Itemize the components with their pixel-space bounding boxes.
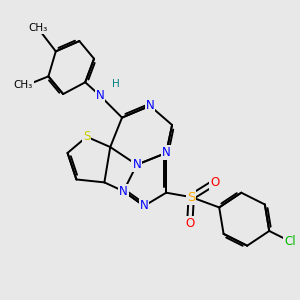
Text: Cl: Cl (284, 235, 296, 248)
Text: H: H (112, 79, 120, 89)
Text: O: O (210, 176, 219, 189)
Text: N: N (132, 158, 141, 171)
Text: CH₃: CH₃ (28, 23, 48, 33)
Text: O: O (185, 217, 194, 230)
Text: N: N (162, 146, 171, 159)
Text: N: N (146, 99, 154, 112)
Text: N: N (119, 185, 128, 198)
Text: S: S (83, 130, 90, 143)
Text: N: N (96, 89, 104, 102)
Text: S: S (187, 190, 195, 204)
Text: CH₃: CH₃ (14, 80, 33, 90)
Text: N: N (140, 200, 148, 212)
